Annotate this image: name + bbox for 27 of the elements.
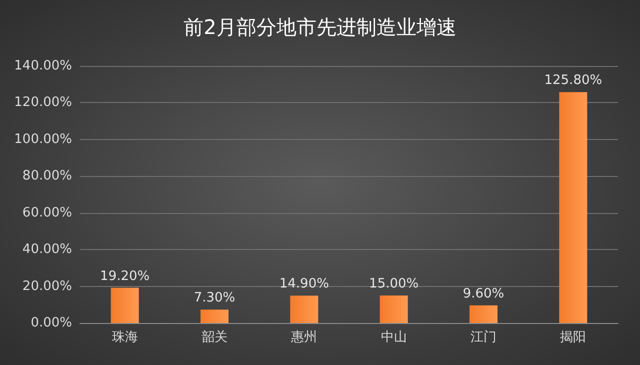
bar	[110, 288, 139, 323]
bar	[290, 296, 318, 323]
bar	[559, 92, 588, 323]
x-tick-label: 珠海	[112, 330, 138, 345]
y-tick-label: 100.00%	[14, 132, 72, 147]
data-label: 14.90%	[279, 276, 329, 292]
y-tick-label: 120.00%	[14, 95, 72, 110]
y-tick-label: 140.00%	[14, 58, 72, 74]
y-tick-label: 20.00%	[22, 278, 72, 294]
y-tick-label: 0.00%	[30, 316, 72, 330]
x-tick-label: 江门	[470, 329, 496, 345]
data-label: 7.30%	[194, 290, 236, 306]
data-label: 19.20%	[100, 268, 150, 284]
x-tick-label: 中山	[380, 330, 407, 345]
x-tick-label: 惠州	[290, 330, 318, 345]
x-tick-label: 韶关	[202, 330, 228, 345]
bar	[470, 305, 498, 323]
bar	[200, 310, 228, 323]
data-label: 15.00%	[369, 276, 419, 292]
y-tick-label: 40.00%	[22, 242, 72, 258]
data-label: 125.80%	[544, 73, 602, 88]
y-tick-label: 80.00%	[22, 168, 72, 184]
data-label: 9.60%	[462, 286, 504, 302]
x-tick-label: 揭阳	[560, 330, 586, 345]
y-tick-label: 60.00%	[22, 205, 72, 220]
bar	[380, 295, 408, 323]
chart-title: 前2月部分地市先进制造业增速	[184, 15, 456, 39]
